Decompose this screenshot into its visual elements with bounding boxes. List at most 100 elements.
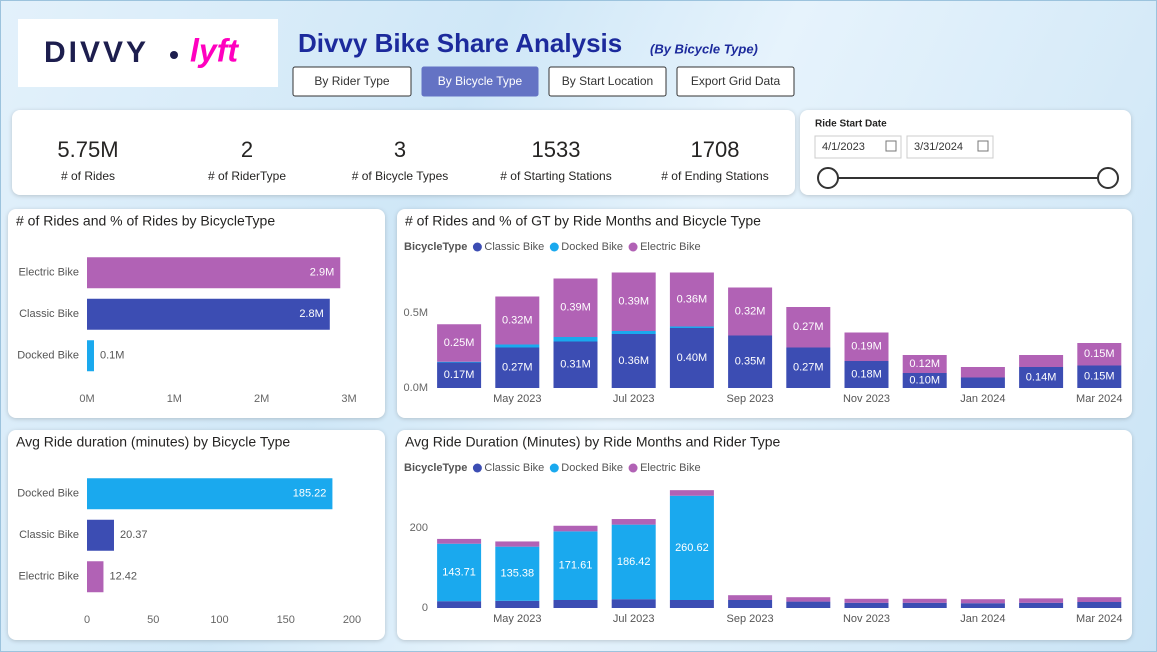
bar-segment [902,355,947,373]
nav-button[interactable] [548,66,667,97]
data-label: 0.15M [1084,371,1115,383]
data-label: 0.39M [560,302,591,314]
kpi-value: 3 [394,137,406,162]
x-tick-label: 100 [210,614,228,626]
data-label: 171.61 [559,560,593,572]
nav-button-label[interactable]: By Rider Type [314,74,389,88]
bar-segment [611,524,656,600]
x-tick-label: 150 [277,614,295,626]
data-label: 0.36M [618,355,649,367]
category-label: Classic Bike [19,308,79,320]
bar-segment [669,490,714,496]
data-label: 0.40M [677,352,708,364]
bar-segment [669,495,714,600]
slider-handle[interactable] [1097,167,1119,189]
bar-segment [495,344,540,348]
logo-lyft: lyft [190,32,239,68]
legend-label: Docked Bike [561,462,623,474]
nav-button-label[interactable]: By Start Location [562,74,653,88]
kpi-label: # of Starting Stations [500,169,611,183]
x-tick-label: Jan 2024 [960,613,1005,625]
data-label: 0.1M [100,350,124,362]
bar-segment [437,538,482,544]
data-label: 2.8M [299,308,323,320]
data-label: 185.22 [293,488,327,500]
bar-segment [1019,602,1064,608]
data-label: 0.35M [735,356,766,368]
legend-label: Electric Bike [640,241,701,253]
date-input[interactable] [906,135,994,159]
kpi-label: # of Rides [61,169,115,183]
bar-segment [786,597,831,602]
bar-segment [960,599,1005,604]
bar-segment [611,599,656,608]
page-subtitle: (By Bicycle Type) [650,41,758,56]
bar-segment [495,541,540,547]
bar-segment [1019,355,1064,367]
data-label: 2.9M [310,267,334,279]
bar-segment [1019,367,1064,388]
date-input[interactable] [814,135,902,159]
x-tick-label: Sep 2023 [727,393,774,405]
category-label: Classic Bike [19,529,79,541]
bar-segment [553,337,598,342]
bar-segment [553,278,598,337]
date-input-text[interactable]: 4/1/2023 [822,141,865,153]
y-tick-label: 200 [410,522,428,534]
bar-segment [960,367,1005,378]
bar-segment [902,373,947,388]
bar-segment [1019,598,1064,603]
chart-title: # of Rides and % of GT by Ride Months an… [405,213,761,229]
date-input-text[interactable]: 3/31/2024 [914,141,963,153]
bar-segment [728,335,773,388]
bar-segment [844,361,889,388]
bar [87,561,104,593]
legend-swatch [628,242,638,252]
bar-segment [960,603,1005,608]
nav-button-label[interactable]: Export Grid Data [691,74,781,88]
nav-button[interactable] [421,66,539,97]
bar-segment [553,531,598,600]
category-label: Electric Bike [18,571,79,583]
kpi-value: 1708 [691,137,740,162]
legend-title: BicycleType [404,241,467,253]
kpi-label: # of Ending Stations [661,169,768,183]
nav-button[interactable] [676,66,795,97]
nav-button[interactable] [292,66,412,97]
legend-swatch [472,242,482,252]
x-tick-label: 1M [167,393,182,405]
category-label: Electric Bike [18,267,79,279]
bar-segment [786,307,831,348]
bar-segment [437,601,482,608]
data-label: 0.27M [502,362,533,374]
calendar-icon [885,140,897,152]
bar-segment [553,600,598,608]
slider-handle[interactable] [817,167,839,189]
data-label: 0.19M [851,341,882,353]
logo-dot [170,51,178,59]
bar-segment [728,600,773,608]
bar-segment [844,602,889,608]
x-tick-label: 200 [343,614,361,626]
chart-title: # of Rides and % of Rides by BicycleType [16,213,275,229]
category-label: Docked Bike [17,488,79,500]
bar-segment [669,272,714,327]
data-label: 0.39M [618,296,649,308]
data-label: 0.10M [909,374,940,386]
legend-label: Docked Bike [561,241,623,253]
bar-segment [669,328,714,388]
data-label: 0.27M [793,362,824,374]
kpi-value: 1533 [532,137,581,162]
bar-segment [669,326,714,328]
nav-button-label[interactable]: By Bicycle Type [438,74,523,88]
bar [87,298,330,330]
bar-segment [960,377,1005,388]
x-tick-label: May 2023 [493,613,541,625]
data-label: 143.71 [442,566,476,578]
legend-swatch [628,463,638,473]
bar-segment [1077,597,1122,602]
bar-segment [1077,343,1122,366]
bar-segment [902,598,947,603]
kpi-value: 5.75M [57,137,118,162]
